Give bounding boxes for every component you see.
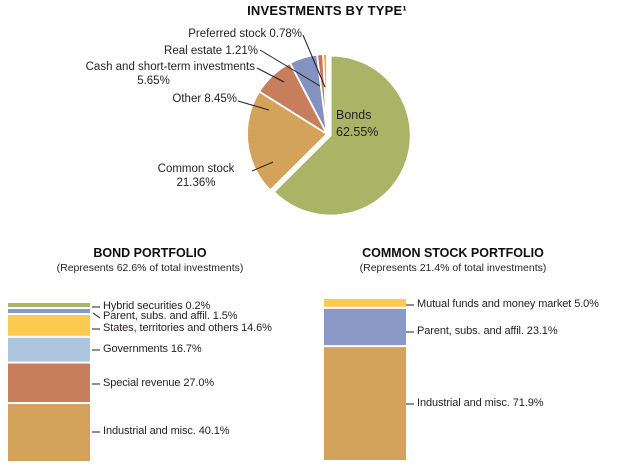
tick-parent-subs-and-affil (92, 312, 101, 319)
pie-chart-title: INVESTMENTS BY TYPE¹ (247, 3, 407, 18)
bond-label-industrial-misc: Industrial and misc. 40.1% (103, 425, 230, 437)
bond-label-states-territories: States, territories and others 14.6% (103, 322, 272, 334)
leader-line-real-estate (259, 49, 321, 87)
pie-label-common-stock-line1: Common stock (157, 163, 235, 175)
leader-line-preferred-stock (302, 34, 326, 88)
bond-portfolio-title: BOND PORTFOLIO (93, 246, 207, 260)
pie-label-other: Other 8.45% (172, 93, 237, 105)
common-stock-portfolio-subtitle: (Represents 21.4% of total investments) (359, 262, 547, 274)
bond-portfolio-subtitle: (Represents 62.6% of total investments) (56, 262, 244, 274)
bar-segment-hybrid-securities (8, 303, 90, 307)
pie-label-common-stock: Common stock 21.36% (146, 163, 246, 190)
bond-label-parent-subs-affil: Parent, subs. and affil. 1.5% (103, 310, 238, 322)
pie-label-bonds-line2: 62.55% (336, 124, 379, 139)
bar-segment-parent-subs-and-affil (324, 308, 406, 346)
pie-slice-preferred-stock (322, 53, 328, 135)
bar-segment-states-territories-and-others (8, 315, 90, 336)
pie-slice-bonds (273, 54, 412, 217)
leader-line-other (237, 100, 270, 111)
bond-label-governments: Governments 16.7% (103, 343, 202, 355)
leader-line-cash-and-short-term-investments (256, 67, 285, 83)
pie-label-bonds-line1: Bonds (336, 108, 372, 122)
bar-segment-mutual-funds-and-money-market (324, 299, 406, 307)
bar-segment-parent-subs-and-affil (8, 309, 90, 313)
pie-label-cash-line2: 5.65% (137, 75, 170, 87)
pie-label-real-estate: Real estate 1.21% (164, 45, 258, 57)
stock-label-mutual-funds: Mutual funds and money market 5.0% (417, 298, 599, 310)
bar-segment-special-revenue (8, 363, 90, 403)
pie-slice-common-stock (246, 90, 328, 192)
pie-label-cash-line1: Cash and short-term investments (85, 61, 255, 73)
pie-label-bonds: Bonds 62.55% (336, 107, 378, 140)
stock-label-parent-subs-affil: Parent, subs. and affil. 23.1% (417, 325, 558, 337)
bond-label-hybrid-securities: Hybrid securities 0.2% (103, 300, 211, 312)
bar-segment-governments (8, 337, 90, 362)
bond-label-special-revenue: Special revenue 27.0% (103, 377, 215, 389)
bar-segment-industrial-and-misc (324, 347, 406, 460)
pie-label-preferred-stock: Preferred stock 0.78% (188, 28, 302, 40)
pie-label-common-stock-line2: 21.36% (176, 176, 216, 189)
stock-label-industrial-misc: Industrial and misc. 71.9% (417, 397, 544, 409)
leader-line-common-stock (251, 161, 274, 172)
bar-segment-industrial-and-misc (8, 404, 90, 462)
common-stock-portfolio-title: COMMON STOCK PORTFOLIO (362, 246, 544, 260)
